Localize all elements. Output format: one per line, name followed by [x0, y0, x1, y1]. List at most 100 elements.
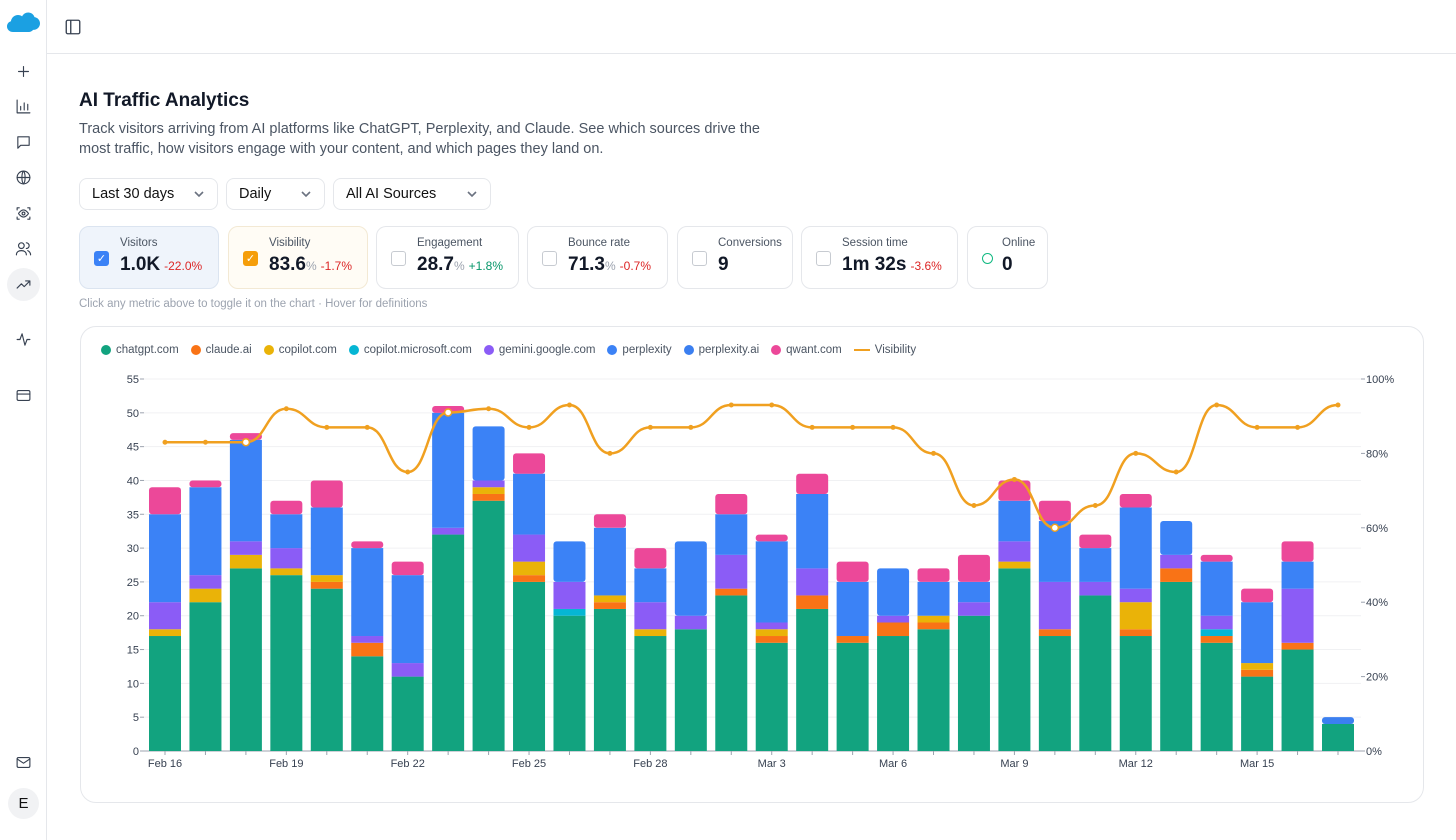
bar-segment-gemini-google-com: [391, 663, 424, 677]
visibility-point: [931, 450, 937, 456]
visibility-point: [283, 406, 289, 412]
metric-change: -22.0%: [164, 259, 203, 273]
bar-segment-qwant-com: [1241, 588, 1274, 603]
bar-segment-copilot-com: [1119, 602, 1152, 630]
trending-up-icon[interactable]: [7, 268, 40, 301]
x-tick-label: Mar 3: [758, 758, 786, 770]
mail-icon[interactable]: [7, 746, 40, 779]
bar-segment-perplexity: [1200, 561, 1233, 616]
metric-label: Bounce rate: [568, 237, 631, 249]
plus-icon[interactable]: [7, 55, 40, 88]
salesforce-logo[interactable]: [7, 12, 40, 34]
legend-dot: [263, 345, 274, 355]
bar-segment-perplexity: [189, 487, 222, 576]
metric-number: 1m 32s: [842, 254, 907, 275]
legend-item[interactable]: copilot.microsoft.com: [348, 344, 472, 356]
legend-label: copilot.microsoft.com: [363, 344, 472, 356]
bar-segment-gemini-google-com: [715, 554, 748, 589]
activity-icon[interactable]: [7, 323, 40, 356]
bar-segment-perplexity: [1119, 507, 1152, 589]
bar-segment-qwant-com: [189, 480, 222, 488]
users-icon[interactable]: [7, 232, 40, 265]
bar-segment-perplexity: [553, 541, 586, 582]
bar-segment-gemini-google-com: [472, 480, 505, 488]
metric-card-visitors[interactable]: ✓ Visitors 1.0K -22.0%: [79, 226, 219, 289]
visibility-highlight-point: [1050, 523, 1060, 533]
bar-segment-chatgpt-com: [836, 642, 869, 751]
visibility-point: [324, 424, 330, 430]
metric-checkbox[interactable]: [692, 251, 707, 266]
bar-segment-chatgpt-com: [513, 581, 546, 751]
sidebar-toggle-icon[interactable]: [64, 18, 82, 36]
metric-checkbox[interactable]: [391, 251, 406, 266]
metric-checkbox[interactable]: [816, 251, 831, 266]
bar-segment-qwant-com: [998, 480, 1031, 501]
x-tick-label: Feb 16: [148, 758, 182, 770]
bar-segment-chatgpt-com: [310, 588, 343, 751]
legend-item[interactable]: qwant.com: [771, 344, 842, 356]
bar-segment-claude-ai: [513, 575, 546, 582]
bar-segment-qwant-com: [593, 514, 626, 528]
legend-item[interactable]: claude.ai: [190, 344, 252, 356]
metric-card-visibility[interactable]: ✓ Visibility 83.6% -1.7%: [228, 226, 368, 289]
y-tick-label: 55: [127, 374, 139, 386]
source-select[interactable]: All AI Sources: [333, 178, 491, 210]
metric-checkbox[interactable]: [542, 251, 557, 266]
bar-segment-qwant-com: [715, 493, 748, 515]
metric-card-bounce-rate[interactable]: Bounce rate 71.3% -0.7%: [527, 226, 668, 289]
message-icon[interactable]: [7, 126, 40, 159]
metric-checkbox[interactable]: ✓: [94, 251, 109, 266]
interval-select[interactable]: Daily: [226, 178, 325, 210]
metric-card-engagement[interactable]: Engagement 28.7% +1.8%: [376, 226, 519, 289]
visibility-point: [1092, 502, 1098, 508]
bar-segment-gemini-google-com: [877, 615, 910, 623]
bar-segment-copilot-microsoft-com: [1200, 629, 1233, 637]
bar-segment-perplexity: [391, 575, 424, 664]
bar-segment-chatgpt-com: [1079, 595, 1112, 751]
bar-segment-claude-ai: [351, 642, 384, 657]
bar-segment-chatgpt-com: [351, 656, 384, 751]
visibility-point: [1254, 424, 1260, 430]
legend-item[interactable]: perplexity: [607, 344, 672, 356]
legend-item[interactable]: gemini.google.com: [483, 344, 595, 356]
metric-checkbox[interactable]: ✓: [243, 251, 258, 266]
bar-segment-chatgpt-com: [877, 636, 910, 751]
bar-segment-gemini-google-com: [432, 527, 465, 535]
metric-value: 0: [1002, 254, 1017, 276]
bar-segment-perplexity: [917, 581, 950, 616]
bar-segment-copilot-com: [755, 629, 788, 637]
bar-segment-gemini-google-com: [270, 548, 303, 569]
metric-card-conversions[interactable]: Conversions 9: [677, 226, 793, 289]
bar-segment-perplexity: [836, 581, 869, 637]
bar-segment-gemini-google-com: [513, 534, 546, 562]
credit-card-icon[interactable]: [7, 379, 40, 412]
visibility-point: [526, 424, 532, 430]
x-tick-label: Feb 19: [269, 758, 303, 770]
bar-segment-copilot-com: [593, 595, 626, 603]
globe-icon[interactable]: [7, 161, 40, 194]
y2-tick-label: 20%: [1366, 672, 1388, 684]
legend-dot: [348, 345, 359, 355]
bar-segment-chatgpt-com: [229, 568, 262, 751]
legend-item[interactable]: copilot.com: [263, 344, 337, 356]
metric-unit: %: [453, 259, 465, 273]
metric-card-online[interactable]: Online 0: [967, 226, 1048, 289]
y2-tick-label: 100%: [1366, 374, 1394, 386]
bar-segment-qwant-com: [310, 480, 343, 508]
bar-segment-chatgpt-com: [1160, 581, 1193, 751]
legend-item[interactable]: perplexity.ai: [683, 344, 759, 356]
visibility-point: [162, 439, 168, 445]
legend-item[interactable]: chatgpt.com: [101, 344, 179, 356]
bar-segment-gemini-google-com: [229, 541, 262, 555]
bar-segment-perplexity: [310, 507, 343, 576]
scan-eye-icon[interactable]: [7, 197, 40, 230]
avatar[interactable]: E: [8, 788, 39, 819]
bar-chart-icon[interactable]: [7, 90, 40, 123]
bar-segment-copilot-com: [1241, 663, 1274, 670]
bar-segment-gemini-google-com: [553, 581, 586, 609]
bar-segment-chatgpt-com: [796, 608, 829, 751]
legend-item[interactable]: Visibility: [853, 344, 916, 356]
metric-card-session-time[interactable]: Session time 1m 32s -3.6%: [801, 226, 958, 289]
visibility-point: [728, 402, 734, 408]
date-range-select[interactable]: Last 30 days: [79, 178, 218, 210]
